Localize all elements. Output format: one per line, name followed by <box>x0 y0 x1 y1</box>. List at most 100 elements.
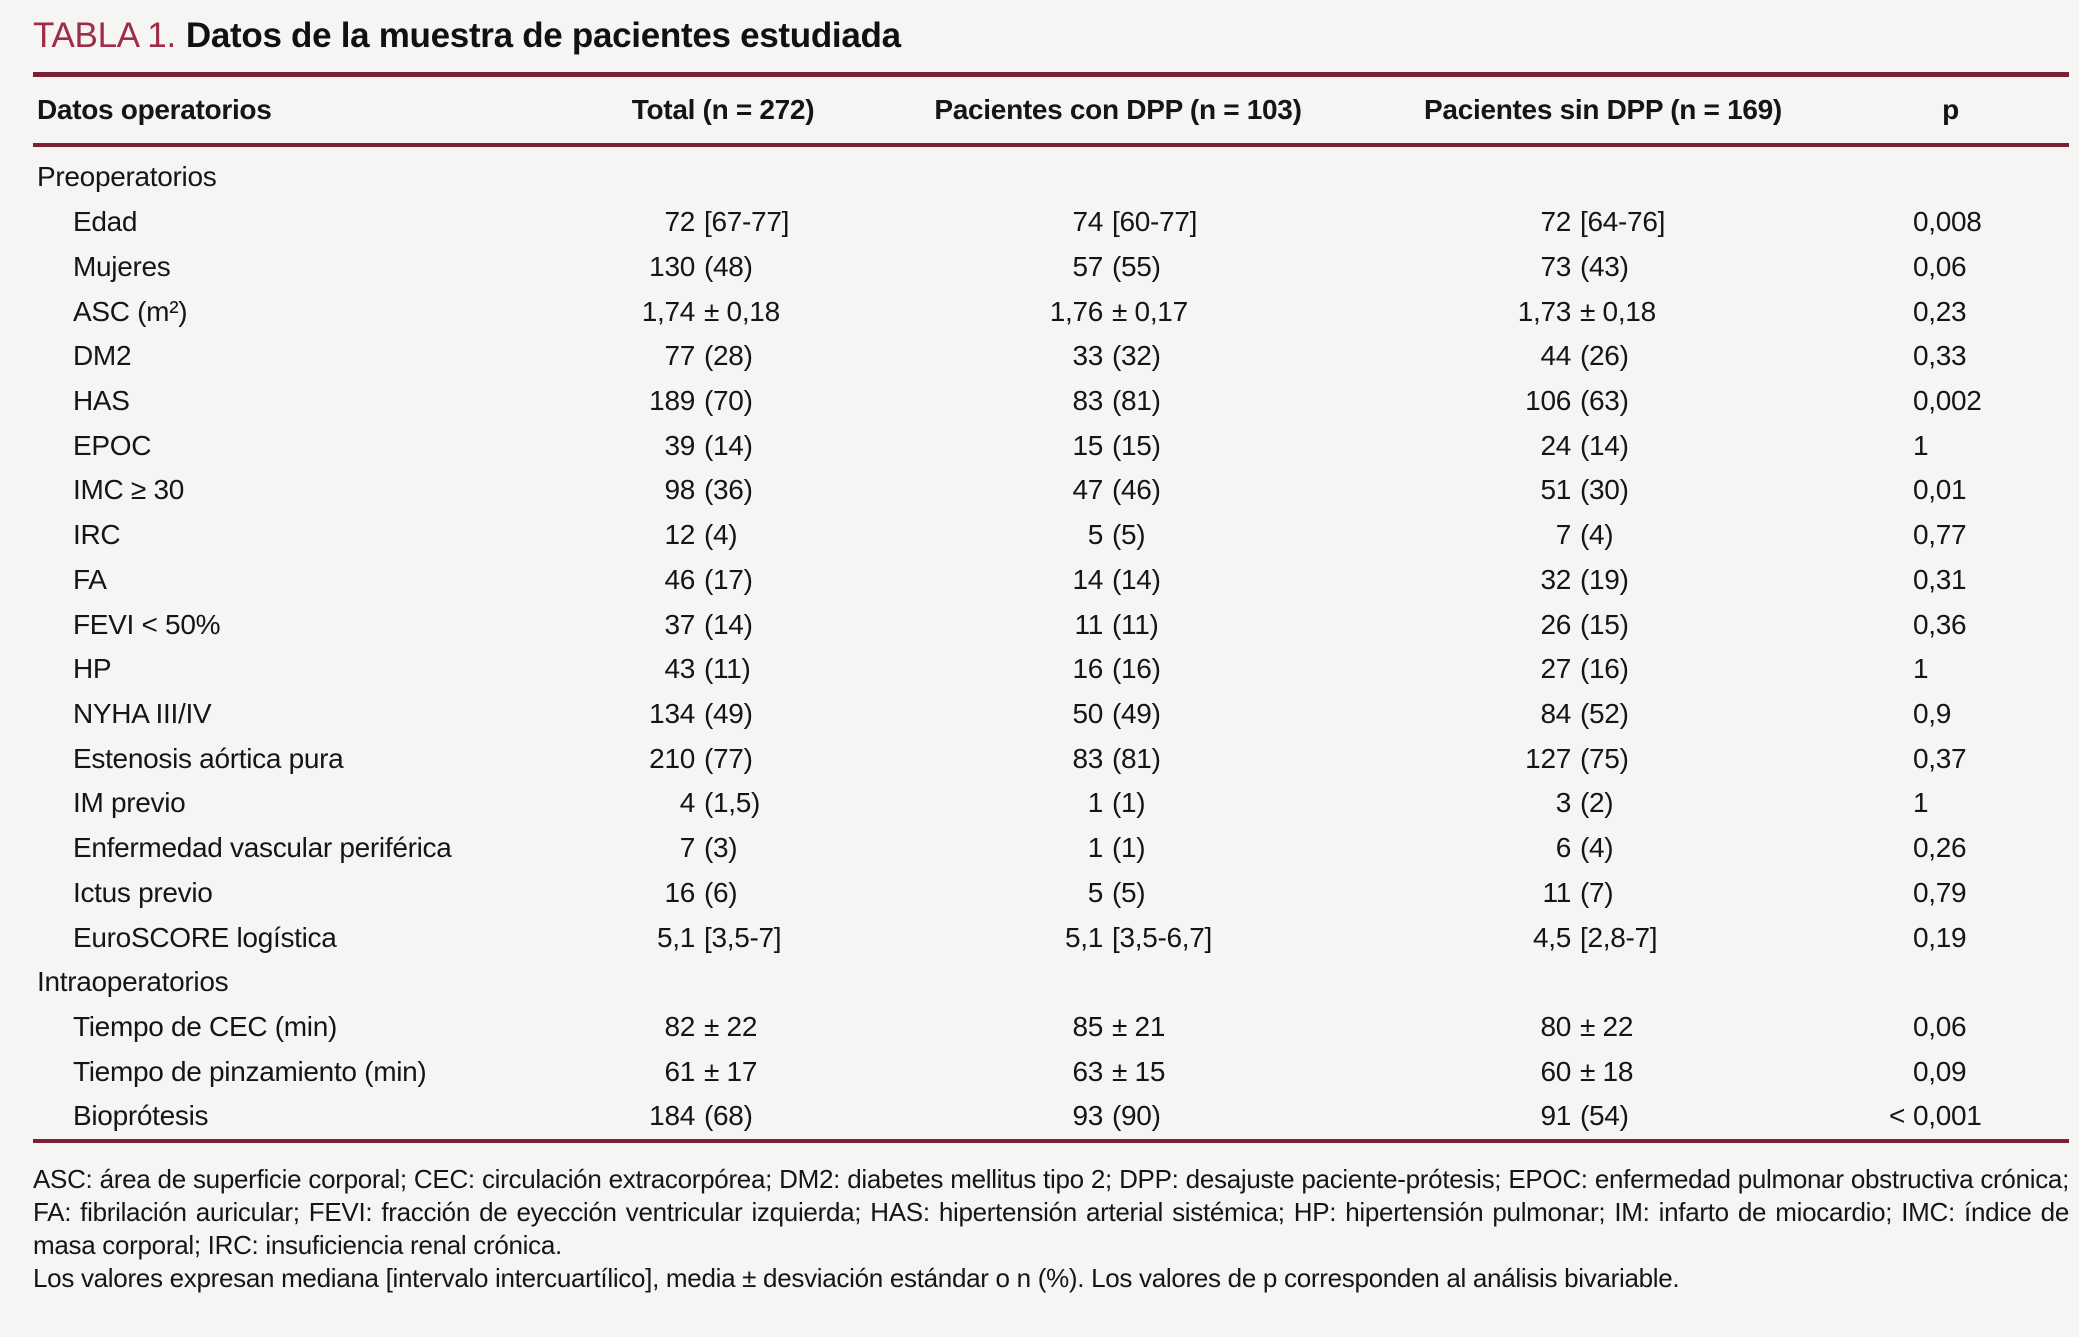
total-cell: 46 (17) <box>543 564 873 596</box>
section-label: Intraoperatorios <box>37 966 229 998</box>
total-cell: 210 (77) <box>543 743 873 775</box>
total-cell-detail: (11) <box>704 653 751 685</box>
sin-dpp-cell-number: 26 <box>1540 608 1571 640</box>
total-cell-number: 134 <box>649 697 695 729</box>
sin-dpp-cell-detail: (75) <box>1580 742 1629 774</box>
p-value-cell: 0,01 <box>1833 474 2018 506</box>
sin-dpp-cell-detail: (4) <box>1580 519 1614 551</box>
row-label: ASC (m²) <box>73 295 188 327</box>
row-label: Edad <box>73 206 138 238</box>
con-dpp-cell-detail: (90) <box>1112 1100 1161 1132</box>
sin-dpp-cell: 3 (2) <box>1333 787 1833 819</box>
con-dpp-cell-number: 1,76 <box>1049 295 1104 327</box>
p-value: 1 <box>1913 787 1929 819</box>
total-cell-detail: ± 22 <box>704 1011 758 1043</box>
table-row: IRC 12 (4) 5 (5) 7 (4) 0,77 <box>33 513 2069 558</box>
sin-dpp-cell: 51 (30) <box>1333 474 1833 506</box>
sin-dpp-cell-detail: (30) <box>1580 474 1629 506</box>
p-value-cell: 0,9 <box>1833 698 2018 730</box>
total-cell-detail: (28) <box>704 340 753 372</box>
p-value-cell: 0,19 <box>1833 922 2018 954</box>
table-row: HAS 189 (70) 83 (81) 106 (63) 0,002 <box>33 379 2069 424</box>
con-dpp-cell-detail: (46) <box>1112 474 1161 506</box>
total-cell-detail: (1,5) <box>704 787 761 819</box>
table-row: Tiempo de CEC (min) 82 ± 22 85 ± 21 80 ± 22 0,0… <box>33 1005 2069 1050</box>
total-cell: 82 ± 22 <box>543 1011 873 1043</box>
p-value: 1 <box>1913 429 1929 461</box>
sin-dpp-cell-detail: (2) <box>1580 787 1614 819</box>
footnote-values-note: Los valores expresan mediana [intervalo … <box>33 1263 1680 1293</box>
total-cell-detail: [67-77] <box>704 206 790 238</box>
row-label: Tiempo de pinzamiento (min) <box>73 1055 427 1087</box>
table-row: Mujeres 130 (48) 57 (55) 73 (43) 0,06 <box>33 244 2069 289</box>
row-label: Mujeres <box>73 250 171 282</box>
row-label: HP <box>73 653 112 685</box>
sin-dpp-cell: 11 (7) <box>1333 877 1833 909</box>
p-value: 0,77 <box>1913 519 1967 551</box>
p-value-prefix <box>1833 206 1905 238</box>
p-value-prefix <box>1833 877 1905 909</box>
table-title: TABLA 1. Datos de la muestra de pacientes… <box>33 12 2069 60</box>
header-p: p <box>1942 94 1959 125</box>
sin-dpp-cell: 72 [64-76] <box>1333 206 1833 238</box>
p-value-cell: 1 <box>1833 787 2018 819</box>
sin-dpp-cell-number: 27 <box>1540 653 1571 685</box>
sin-dpp-cell-detail: [2,8-7] <box>1580 921 1658 953</box>
row-label: FA <box>73 563 107 595</box>
p-value-cell: 0,26 <box>1833 832 2018 864</box>
sin-dpp-cell-detail: ± 0,18 <box>1580 295 1656 327</box>
table-row: Tiempo de pinzamiento (min) 61 ± 17 63 ± 15 6… <box>33 1049 2069 1094</box>
total-cell-detail: (6) <box>704 876 738 908</box>
p-value: 0,33 <box>1913 340 1967 372</box>
p-value-prefix <box>1833 743 1905 775</box>
section-row: Preoperatorios <box>33 155 2069 200</box>
footnote-abbreviations: ASC: área de superficie corporal; CEC: c… <box>33 1164 2069 1260</box>
p-value: 0,06 <box>1913 250 1967 282</box>
p-value: 0,19 <box>1913 921 1967 953</box>
total-cell-number: 46 <box>664 563 695 595</box>
row-label: Ictus previo <box>73 876 213 908</box>
con-dpp-cell-number: 5,1 <box>1064 921 1103 953</box>
sin-dpp-cell: 27 (16) <box>1333 653 1833 685</box>
con-dpp-cell-number: 33 <box>1072 340 1103 372</box>
total-cell-number: 82 <box>664 1011 695 1043</box>
con-dpp-cell-detail: [60-77] <box>1112 206 1198 238</box>
sin-dpp-cell-number: 106 <box>1525 384 1571 416</box>
total-cell-number: 5,1 <box>656 921 695 953</box>
table-row: DM2 77 (28) 33 (32) 44 (26) 0,33 <box>33 334 2069 379</box>
total-cell: 61 ± 17 <box>543 1056 873 1088</box>
total-cell: 130 (48) <box>543 251 873 283</box>
con-dpp-cell: 57 (55) <box>873 251 1333 283</box>
p-value: 0,002 <box>1913 384 1982 416</box>
sin-dpp-cell: 84 (52) <box>1333 698 1833 730</box>
table-row: IM previo 4 (1,5) 1 (1) 3 (2) 1 <box>33 781 2069 826</box>
con-dpp-cell: 74 [60-77] <box>873 206 1333 238</box>
sin-dpp-cell: 26 (15) <box>1333 609 1833 641</box>
row-label: HAS <box>73 384 130 416</box>
table-row: EuroSCORE logística 5,1 [3,5-7] 5,1 [3,5-6,7… <box>33 915 2069 960</box>
p-value: 0,008 <box>1913 206 1982 238</box>
total-cell-detail: (14) <box>704 429 753 461</box>
sin-dpp-cell-detail: ± 18 <box>1580 1055 1634 1087</box>
p-value-prefix <box>1833 609 1905 641</box>
sin-dpp-cell: 6 (4) <box>1333 832 1833 864</box>
con-dpp-cell: 16 (16) <box>873 653 1333 685</box>
sin-dpp-cell-detail: (52) <box>1580 697 1629 729</box>
p-value: 0,9 <box>1913 697 1952 729</box>
total-cell-number: 98 <box>664 474 695 506</box>
p-value-prefix <box>1833 430 1905 462</box>
p-value: 0,37 <box>1913 742 1967 774</box>
total-cell-number: 4 <box>679 787 696 819</box>
con-dpp-cell-number: 50 <box>1072 697 1103 729</box>
total-cell-detail: (68) <box>704 1100 753 1132</box>
p-value: 0,01 <box>1913 474 1967 506</box>
total-cell-number: 1,74 <box>641 295 696 327</box>
total-cell-number: 61 <box>664 1055 695 1087</box>
sin-dpp-cell: 1,73 ± 0,18 <box>1333 296 1833 328</box>
con-dpp-cell-number: 16 <box>1072 653 1103 685</box>
con-dpp-cell-number: 5 <box>1087 876 1104 908</box>
sin-dpp-cell-number: 73 <box>1540 250 1571 282</box>
p-value: 0,26 <box>1913 832 1967 864</box>
p-value-prefix <box>1833 340 1905 372</box>
p-value-prefix <box>1833 832 1905 864</box>
